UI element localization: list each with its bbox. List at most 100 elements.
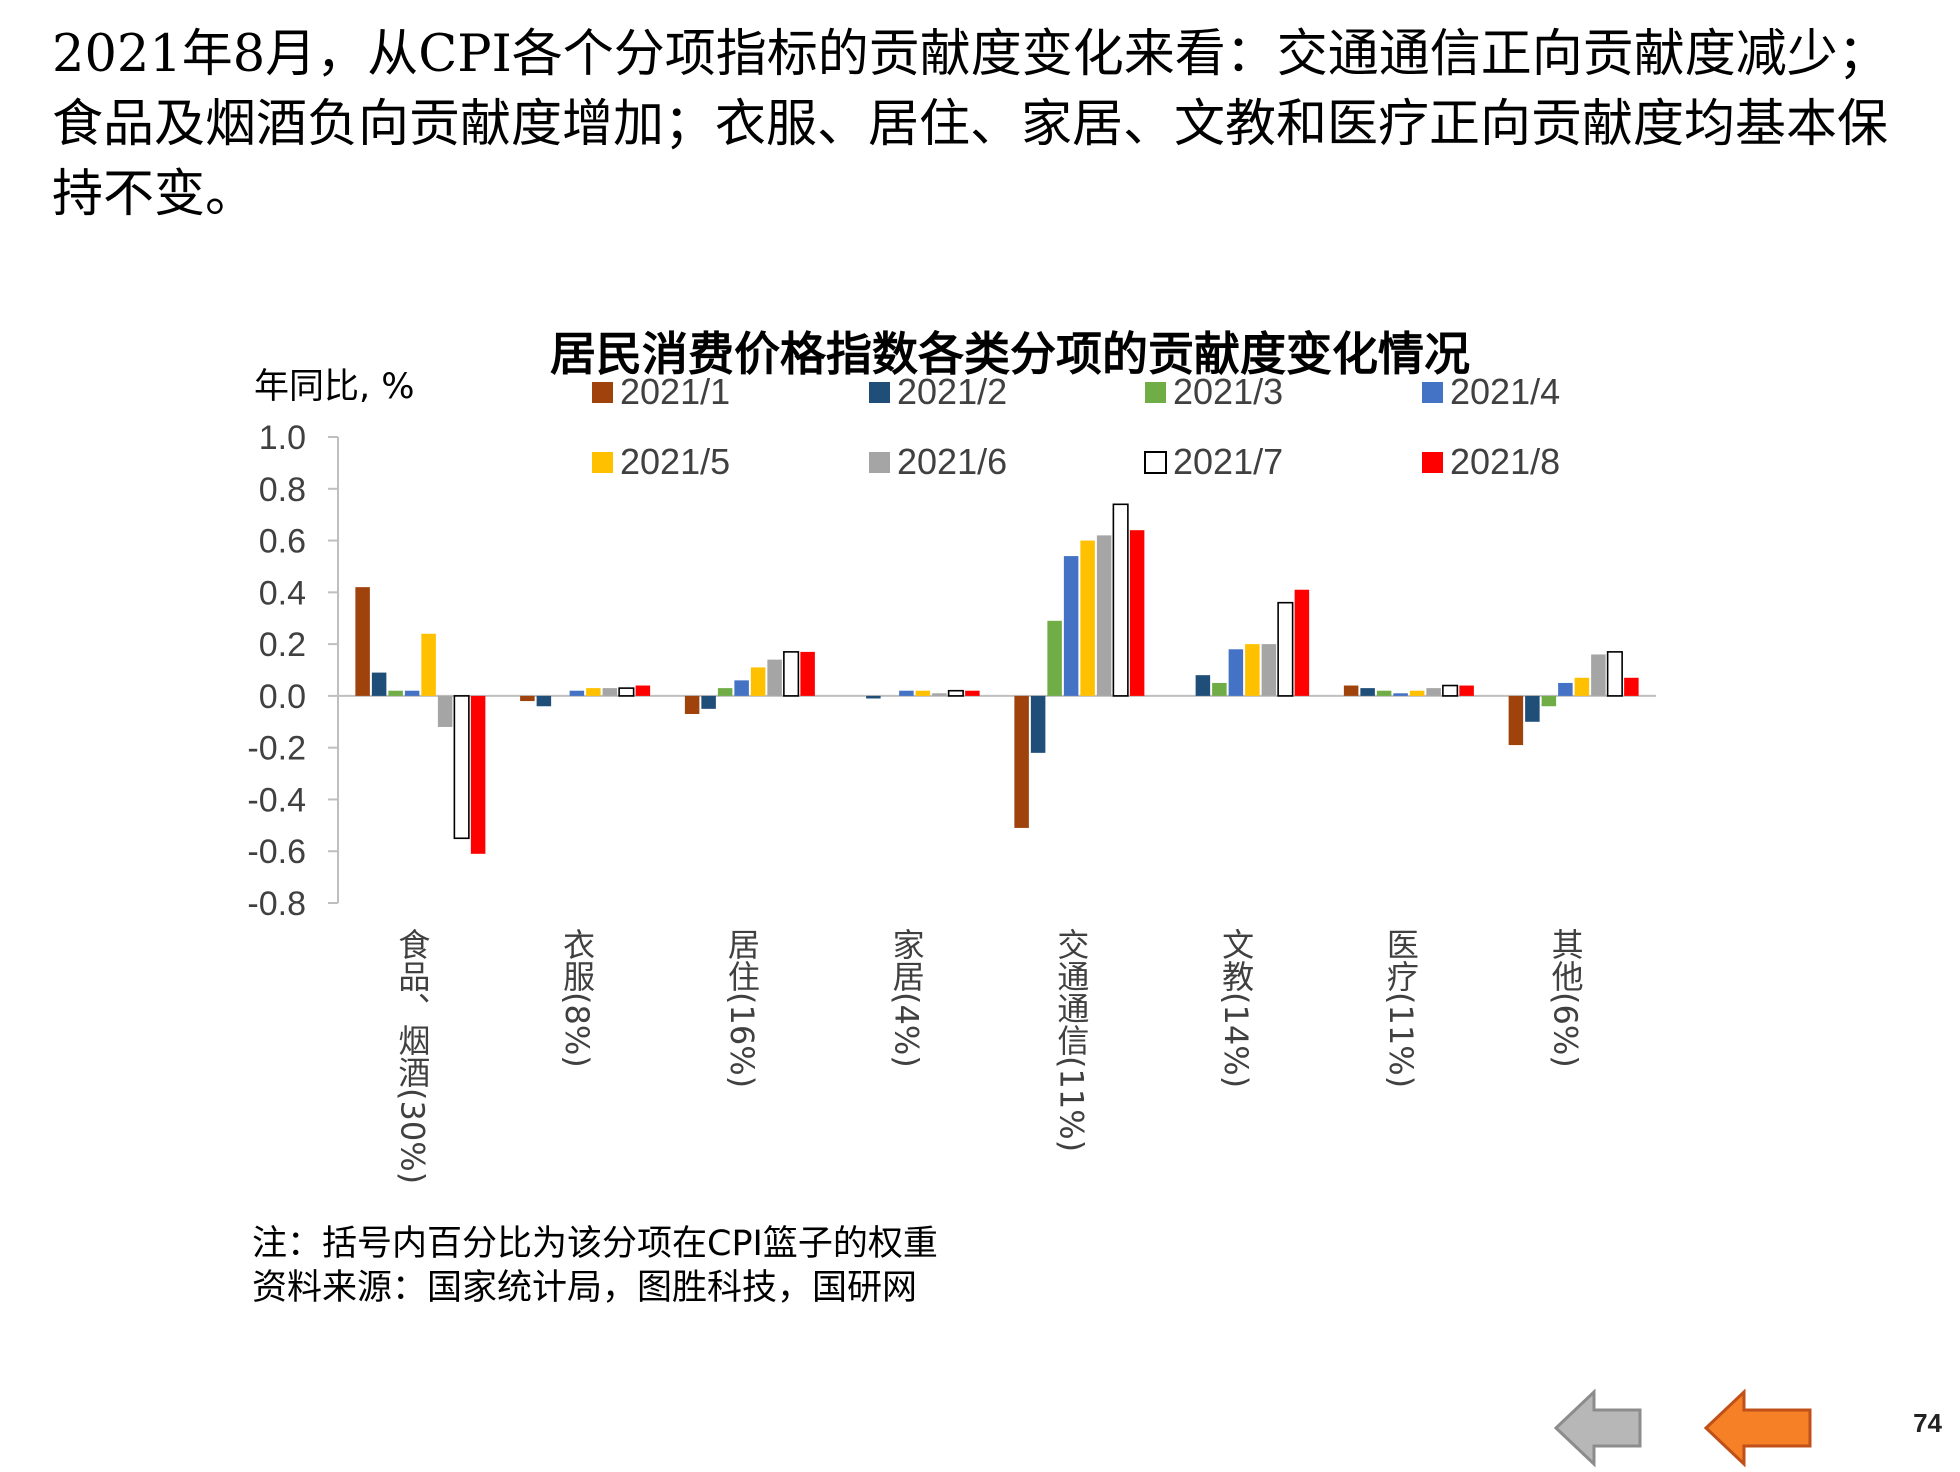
- bar: [635, 685, 651, 696]
- bar: [1030, 695, 1046, 753]
- y-axis-label: 年同比, %: [254, 367, 415, 407]
- bar: [1047, 620, 1062, 696]
- legend-swatch: [1145, 382, 1166, 403]
- bar: [1294, 589, 1310, 696]
- bar: [965, 690, 980, 696]
- y-tick-label: -0.4: [247, 781, 306, 819]
- bar: [404, 690, 420, 696]
- bar: [1063, 556, 1079, 696]
- bar: [437, 695, 453, 727]
- bar: [1574, 677, 1590, 696]
- y-tick-label: 0.0: [259, 678, 306, 716]
- bar: [767, 659, 782, 696]
- bar: [947, 689, 964, 697]
- bar: [586, 688, 601, 696]
- bar: [783, 651, 800, 697]
- bar: [734, 680, 749, 696]
- legend-label: 2021/6: [897, 441, 1007, 482]
- bar: [1558, 682, 1573, 696]
- bar: [1624, 677, 1639, 696]
- y-tick-label: 1.0: [259, 419, 306, 457]
- bar: [1343, 685, 1359, 696]
- y-tick-label: 0.8: [259, 471, 306, 509]
- bar: [1245, 644, 1260, 696]
- back-button[interactable]: [1702, 1388, 1814, 1472]
- chart-title: 居民消费价格指数各类分项的贡献度变化情况: [550, 327, 1470, 381]
- bar: [371, 672, 387, 696]
- bar: [1014, 695, 1029, 828]
- arrow-left-orange-icon: [1703, 1388, 1812, 1468]
- category-label: 食品、烟酒(30%): [393, 928, 431, 1184]
- bar-chart: 1.0 0.8 0.6 0.4 0.2 0.0 -0.2 -0.4 -0.6 -0.8 食品、烟酒(…: [247, 371, 1656, 1184]
- bar: [1442, 684, 1459, 697]
- category-label: 交通通信(11%): [1052, 928, 1090, 1152]
- y-tick-label: -0.6: [247, 833, 306, 871]
- legend-label: 2021/5: [620, 441, 730, 482]
- bar: [717, 688, 733, 696]
- bar: [602, 688, 618, 696]
- page-number: 74: [1913, 1408, 1942, 1438]
- bar: [750, 667, 766, 696]
- bar: [899, 690, 914, 696]
- legend-swatch: [869, 382, 890, 403]
- bar: [1277, 601, 1294, 697]
- bar: [1195, 675, 1211, 696]
- legend-label: 2021/1: [620, 371, 730, 412]
- bar: [1261, 644, 1277, 696]
- bar: [421, 633, 436, 696]
- bar: [1376, 690, 1392, 696]
- legend-swatch: [869, 452, 890, 473]
- bar: [1393, 693, 1408, 696]
- bar: [1459, 685, 1474, 696]
- y-tick-label: 0.6: [259, 523, 306, 561]
- bar: [1508, 695, 1524, 746]
- y-tick-label: 0.2: [259, 626, 306, 664]
- bar: [355, 587, 370, 696]
- arrow-left-gray-icon: [1553, 1388, 1642, 1468]
- bar: [1080, 540, 1095, 696]
- bar: [569, 690, 585, 696]
- legend-swatch: [1422, 382, 1443, 403]
- category-label: 其他(6%): [1547, 928, 1585, 1068]
- y-tick-label: -0.8: [247, 885, 306, 923]
- legend-swatch: [592, 382, 613, 403]
- category-label: 家居(4%): [888, 928, 926, 1068]
- y-tick-label: -0.2: [247, 730, 306, 768]
- bar: [388, 690, 403, 696]
- bar: [915, 690, 931, 696]
- bar: [866, 695, 881, 699]
- bar: [1409, 690, 1425, 696]
- bar: [1096, 535, 1112, 696]
- bar: [470, 695, 486, 854]
- legend-label: 2021/2: [897, 371, 1007, 412]
- category-label: 医疗(11%): [1382, 928, 1420, 1088]
- bar: [1212, 682, 1227, 696]
- bar: [800, 651, 815, 696]
- legend-label: 2021/3: [1173, 371, 1283, 412]
- legend-label: 2021/7: [1173, 441, 1283, 482]
- bar: [684, 695, 700, 715]
- legend-swatch: [1422, 452, 1443, 473]
- bar: [1525, 695, 1540, 722]
- prev-page-button[interactable]: [1552, 1388, 1644, 1472]
- bar: [1360, 688, 1375, 696]
- footnote: 注：括号内百分比为该分项在CPI篮子的权重: [252, 1224, 938, 1264]
- bar: [932, 693, 947, 696]
- y-tick-label: 0.4: [259, 574, 306, 612]
- category-label: 居住(16%): [723, 928, 761, 1088]
- legend-swatch: [1144, 451, 1167, 474]
- legend-label: 2021/8: [1450, 441, 1560, 482]
- bar: [1591, 654, 1606, 696]
- source-note: 资料来源：国家统计局，图胜科技，国研网: [252, 1268, 918, 1308]
- bar: [1541, 695, 1557, 707]
- legend-swatch: [592, 452, 613, 473]
- bar: [453, 695, 470, 840]
- legend-label: 2021/4: [1450, 371, 1560, 412]
- bar: [536, 695, 552, 707]
- bar: [1129, 530, 1145, 696]
- bar: [1606, 651, 1623, 697]
- bar: [1112, 503, 1129, 697]
- headline: 2021年8月，从CPI各个分项指标的贡献度变化来看：交通通信正向贡献度减少；食…: [52, 25, 1889, 224]
- bar: [520, 695, 535, 702]
- bar: [1228, 649, 1244, 696]
